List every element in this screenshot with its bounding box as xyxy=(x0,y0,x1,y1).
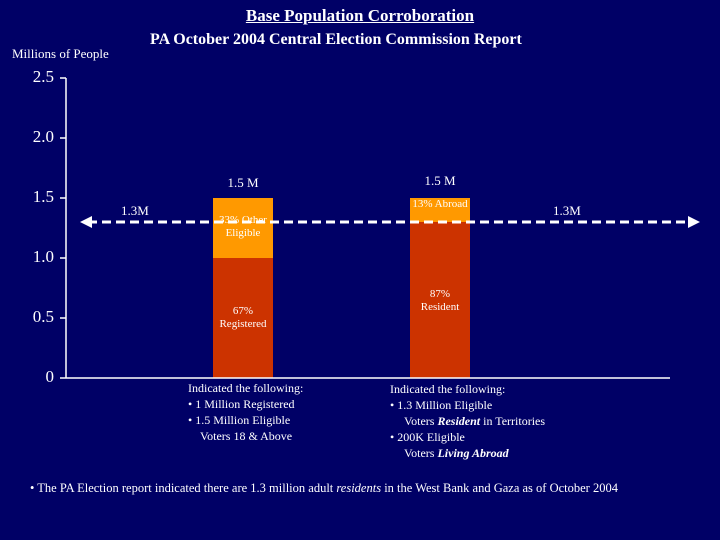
bar2-notes: Indicated the following: • 1.3 Million E… xyxy=(390,381,545,461)
note-line: • 1 Million Registered xyxy=(188,397,295,411)
y-tick-label: 2.5 xyxy=(32,67,54,86)
segment-label-registered: 67% Registered xyxy=(219,305,267,330)
segment-label-other-eligible: 33% Other Eligible xyxy=(219,214,267,239)
y-tick-label: 2.0 xyxy=(32,127,54,146)
bar1-notes: Indicated the following: • 1 Million Reg… xyxy=(188,380,303,444)
bar-total-label: 1.5 M xyxy=(227,175,259,190)
reference-label-right: 1.3M xyxy=(553,203,581,218)
reference-arrow-right xyxy=(688,216,700,228)
y-tick-label: 0 xyxy=(45,367,55,386)
reference-label-left: 1.3M xyxy=(121,203,149,218)
y-tick-label: 0.5 xyxy=(32,307,54,326)
note-line: Voters 18 & Above xyxy=(200,429,293,443)
bar-total-label: 1.5 M xyxy=(424,173,456,188)
bar-segment xyxy=(410,222,470,378)
note-text: in Territories xyxy=(480,414,546,428)
segment-label-abroad: 13% Abroad xyxy=(412,198,468,210)
note-line: Voters Resident in Territories xyxy=(390,413,545,429)
reference-arrow-left xyxy=(80,216,92,228)
note-heading: Indicated the following: xyxy=(390,382,506,396)
y-tick-label: 1.0 xyxy=(32,247,54,266)
footnote: • The PA Election report indicated there… xyxy=(30,481,618,496)
chart-subtitle: PA October 2004 Central Election Commiss… xyxy=(150,31,522,48)
note-line: • 1.5 Million Eligible xyxy=(188,413,291,427)
note-text: Voters xyxy=(404,446,438,460)
footnote-emphasis: residents xyxy=(336,481,382,495)
note-line: • 200K Eligible xyxy=(390,430,465,444)
chart-title: Base Population Corroboration xyxy=(245,6,475,25)
note-line: Voters Living Abroad xyxy=(390,445,545,461)
bar-segment xyxy=(213,198,273,258)
footnote-text: in the West Bank and Gaza as of October … xyxy=(381,481,618,495)
bar-segment xyxy=(410,198,470,222)
segment-label-resident: 87% Resident xyxy=(420,288,460,313)
y-axis-label: Millions of People xyxy=(12,46,109,61)
note-heading: Indicated the following: xyxy=(188,381,304,395)
note-emphasis: Living Abroad xyxy=(437,446,509,460)
note-emphasis: Resident xyxy=(437,414,481,428)
footnote-text: • The PA Election report indicated there… xyxy=(30,481,337,495)
y-tick-label: 1.5 xyxy=(32,187,54,206)
bar-segment xyxy=(213,258,273,378)
note-line: • 1.3 Million Eligible xyxy=(390,398,493,412)
note-text: Voters xyxy=(404,414,438,428)
